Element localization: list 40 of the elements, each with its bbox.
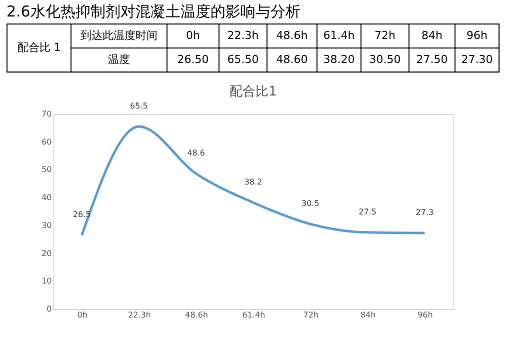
text: 84h [422, 29, 443, 42]
x-tick-label: 48.6h [185, 310, 208, 320]
text: 配合比 1 [17, 41, 61, 54]
data-label: 27.3 [416, 208, 434, 217]
data-label: 65.5 [130, 102, 148, 111]
text: 0h [186, 29, 200, 42]
text: 到达此温度时间 [80, 29, 158, 42]
text: 2.6水化热抑制剂对混凝土温度的影响与分析 [6, 2, 300, 20]
y-tick-label: 20 [42, 248, 52, 258]
y-tick-label: 60 [42, 137, 52, 146]
x-tick-label: 96h [418, 310, 433, 320]
x-tick-label: 72h [303, 310, 319, 320]
x-tick-label: 22.3h [128, 310, 151, 320]
y-tick-label: 70 [42, 110, 52, 118]
y-tick-label: 30 [42, 220, 52, 230]
data-label: 48.6 [187, 148, 206, 158]
text: 30.50 [369, 53, 401, 66]
text: 65.50 [227, 53, 259, 66]
y-tick-label: 40 [42, 193, 52, 202]
text: 27.50 [416, 53, 448, 66]
data-label: 30.5 [301, 199, 320, 208]
data-label: 27.5 [358, 207, 376, 216]
x-tick-label: 84h [360, 310, 376, 320]
x-tick-label: 61.4h [242, 310, 266, 320]
y-tick-label: 10 [42, 276, 52, 286]
text: 27.30 [461, 53, 493, 66]
chart-title: 配合比1 [230, 84, 277, 100]
text: 72h [374, 29, 396, 42]
text: 22.3h [227, 29, 259, 42]
text: 温度 [108, 53, 130, 66]
text: 61.4h [323, 29, 355, 42]
text: 48.6h [276, 29, 308, 42]
y-tick-label: 0 [46, 304, 52, 314]
y-tick-label: 50 [42, 165, 52, 174]
text: 26.50 [177, 53, 209, 66]
text: 38.20 [323, 53, 355, 66]
data-label: 38.2 [244, 178, 262, 187]
text: 96h [466, 29, 488, 42]
text: 48.60 [276, 53, 308, 66]
x-tick-label: 0h [77, 310, 88, 320]
